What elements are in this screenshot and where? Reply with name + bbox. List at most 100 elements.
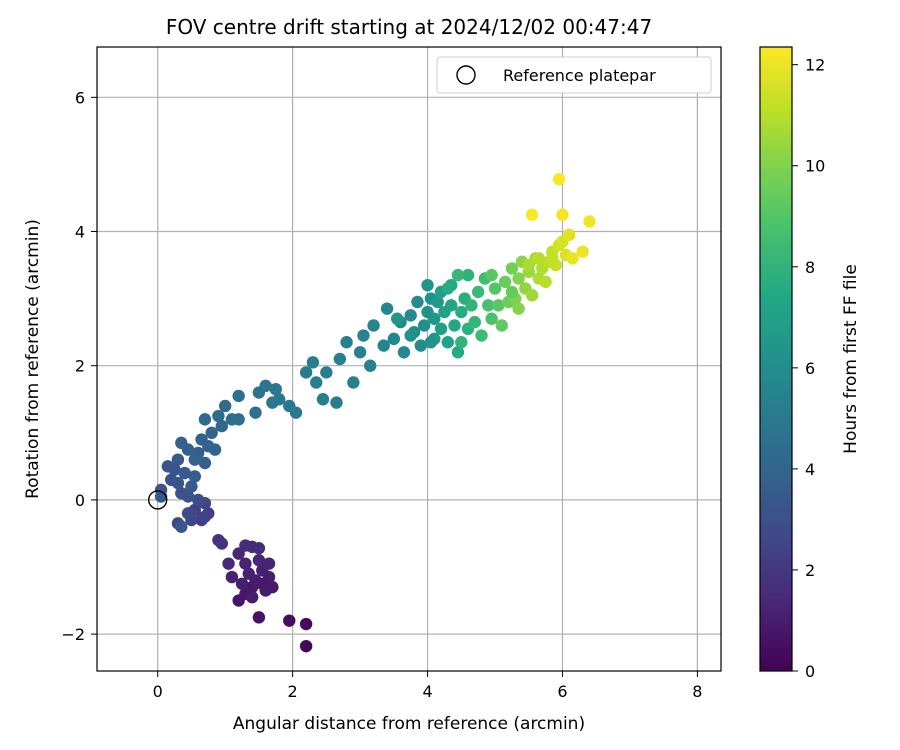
x-tick-label: 4	[422, 682, 432, 701]
data-point	[218, 399, 232, 413]
data-point	[188, 453, 202, 466]
x-axis-label: Angular distance from reference (arcmin)	[233, 714, 585, 734]
data-point	[525, 289, 539, 302]
data-point	[505, 285, 519, 299]
data-point	[198, 510, 212, 523]
data-point	[299, 639, 313, 653]
colorbar-ticks: 0 2 4 6 8 10 12	[792, 56, 825, 681]
data-point	[563, 228, 576, 242]
data-point	[171, 476, 185, 490]
data-point	[168, 463, 181, 476]
x-tick-label: 8	[692, 682, 702, 701]
data-point	[347, 376, 360, 389]
data-point	[512, 272, 525, 285]
data-point	[498, 275, 512, 289]
data-point	[482, 299, 495, 312]
data-point	[441, 336, 454, 349]
colorbar-tick-label: 6	[805, 359, 815, 378]
data-point	[380, 302, 394, 315]
data-point	[505, 262, 519, 275]
data-point	[198, 456, 212, 470]
data-point	[485, 312, 498, 325]
data-point	[353, 346, 367, 359]
data-point	[340, 336, 353, 349]
data-point	[468, 315, 481, 329]
data-point	[232, 389, 245, 403]
data-point	[367, 319, 380, 332]
x-tick-label: 2	[288, 682, 298, 701]
data-point	[465, 299, 478, 312]
data-point	[377, 339, 390, 352]
data-point	[532, 252, 546, 265]
colorbar-tick-label: 4	[805, 460, 815, 479]
plot-frame	[96, 46, 722, 672]
data-point	[320, 366, 333, 379]
data-point	[390, 312, 404, 325]
data-point	[181, 507, 195, 520]
data-point	[266, 396, 279, 409]
data-point	[357, 329, 370, 342]
data-point	[512, 302, 525, 315]
data-point	[232, 413, 245, 426]
data-points	[154, 172, 596, 653]
y-tick-label: −2	[61, 625, 85, 644]
data-point	[242, 567, 255, 580]
data-point	[434, 322, 448, 336]
data-point	[488, 282, 502, 295]
data-point	[556, 208, 569, 221]
y-tick-label: 4	[75, 223, 85, 242]
x-tick-label: 0	[153, 682, 163, 701]
data-point	[552, 172, 566, 186]
data-point	[471, 285, 485, 299]
data-point	[205, 426, 218, 440]
data-point	[225, 570, 239, 584]
data-point	[441, 282, 454, 295]
data-point	[411, 295, 424, 309]
data-point	[404, 329, 417, 342]
data-point	[175, 436, 188, 450]
data-point	[404, 309, 417, 322]
data-point	[485, 268, 498, 282]
data-point	[239, 539, 252, 552]
data-point	[256, 577, 269, 590]
data-point	[185, 480, 198, 493]
data-point	[262, 557, 276, 570]
colorbar	[759, 46, 793, 672]
data-point	[249, 406, 262, 419]
grid-lines	[97, 47, 721, 671]
data-point	[566, 252, 579, 265]
y-axis-label: Rotation from reference (arcmin)	[23, 219, 43, 499]
data-point	[191, 493, 205, 507]
data-point	[181, 490, 195, 503]
data-point	[239, 557, 252, 570]
data-point	[492, 299, 505, 312]
data-point	[583, 215, 596, 228]
legend: Reference platepar	[436, 56, 712, 94]
data-point	[330, 396, 343, 409]
colorbar-tick-label: 0	[805, 662, 815, 681]
data-point	[188, 470, 202, 483]
chart-title: FOV centre drift starting at 2024/12/02 …	[166, 15, 652, 39]
data-point	[576, 245, 589, 258]
data-point	[252, 611, 266, 624]
data-point	[461, 268, 475, 282]
data-point	[333, 352, 347, 366]
data-point	[431, 295, 444, 309]
data-point	[175, 520, 188, 533]
data-point	[421, 278, 434, 292]
colorbar-label: Hours from first FF file	[841, 264, 861, 454]
data-point	[215, 419, 228, 433]
data-point	[306, 356, 320, 369]
legend-label: Reference platepar	[503, 66, 656, 85]
reference-platepar-marker	[148, 490, 168, 510]
y-tick-label: 6	[75, 88, 85, 107]
colorbar-tick-label: 2	[805, 561, 815, 580]
data-point	[269, 382, 282, 396]
data-point	[289, 406, 303, 419]
colorbar-tick-label: 10	[805, 157, 825, 176]
x-tick-label: 6	[557, 682, 567, 701]
data-point	[215, 537, 228, 550]
y-axis-ticks: −2 0 2 4 6	[61, 88, 97, 644]
colorbar-tick-label: 12	[805, 56, 825, 75]
